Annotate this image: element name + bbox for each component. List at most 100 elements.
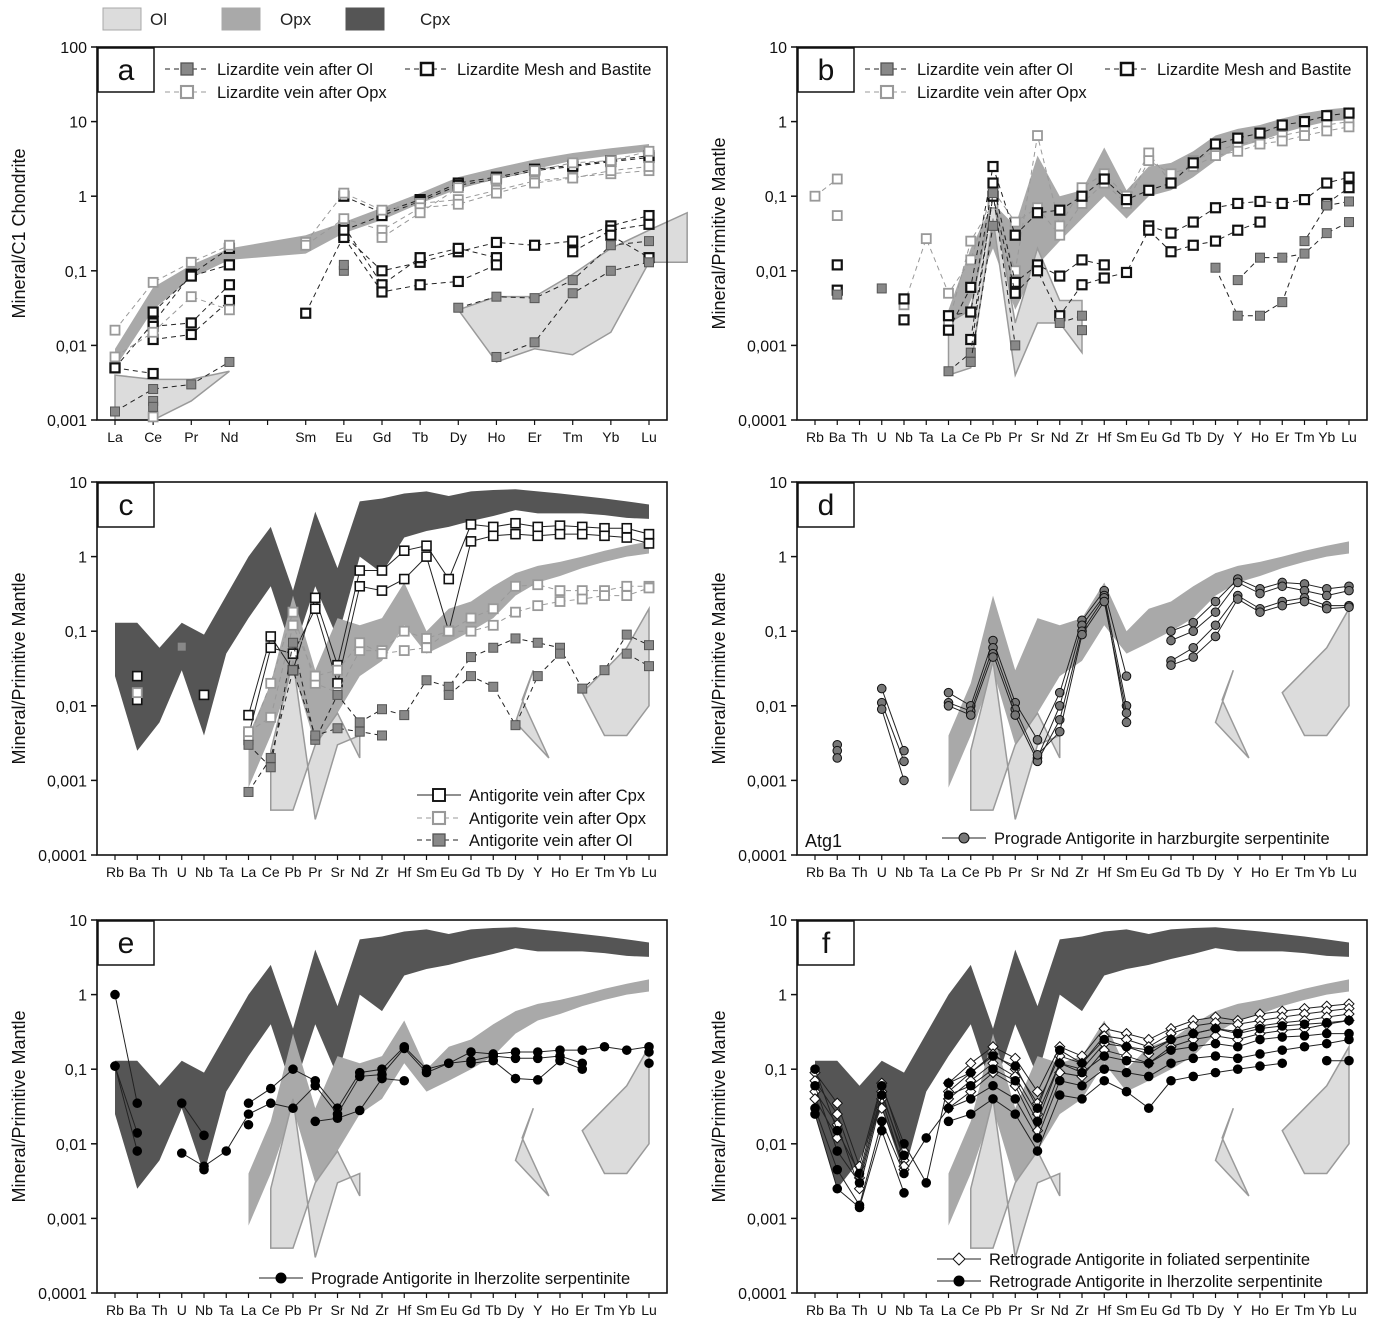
data-marker (554, 596, 566, 607)
data-marker (831, 1097, 843, 1109)
data-marker (332, 1113, 343, 1124)
data-marker (265, 711, 277, 723)
legend-label: Antigorite vein after Cpx (469, 787, 646, 805)
data-marker (1166, 626, 1176, 637)
data-marker (466, 1058, 476, 1069)
data-marker (185, 328, 197, 341)
data-marker (1254, 138, 1266, 150)
x-tick-label: Nb (895, 1302, 913, 1318)
data-marker (644, 236, 654, 247)
x-tick-label: Tm (1294, 429, 1314, 445)
x-tick-label: Tb (485, 1302, 502, 1318)
data-marker (185, 270, 197, 282)
x-tick-label: Th (851, 864, 867, 880)
x-tick-label: Pb (284, 864, 301, 880)
data-marker (1188, 1071, 1199, 1082)
band-ol (1281, 605, 1350, 737)
data-marker (643, 218, 655, 230)
data-marker (854, 1178, 865, 1188)
data-marker (1276, 197, 1288, 210)
data-marker (224, 239, 235, 251)
band-ol (457, 211, 688, 363)
data-marker (309, 670, 321, 682)
x-tick-label: Nd (220, 429, 238, 445)
data-marker (899, 1150, 909, 1161)
data-marker (576, 593, 588, 605)
series-line (114, 244, 230, 331)
x-tick-label: Eu (440, 864, 457, 880)
data-marker (1277, 1032, 1288, 1042)
series-line (114, 247, 230, 369)
x-tick-label: Er (528, 429, 542, 445)
data-marker (491, 351, 502, 362)
y-tick-label: 0,1 (765, 189, 787, 206)
panel-letter: e (118, 927, 135, 960)
data-marker (1010, 1075, 1021, 1086)
data-marker (1121, 717, 1132, 728)
legend-label: Lizardite Mesh and Bastite (1157, 61, 1351, 79)
data-marker (176, 1098, 187, 1109)
x-tick-label: Eu (440, 1302, 457, 1318)
x-tick-label: Ba (829, 429, 846, 445)
data-marker (1210, 596, 1221, 607)
legend-label: Lizardite vein after Ol (917, 61, 1073, 79)
data-marker (599, 530, 610, 542)
data-marker (243, 709, 254, 721)
data-marker (1188, 1028, 1199, 1039)
legend-label: Lizardite vein after Ol (217, 61, 373, 79)
data-marker (265, 762, 276, 773)
data-marker (465, 625, 477, 637)
data-marker (1321, 1038, 1332, 1049)
data-marker (223, 279, 236, 291)
data-marker (1299, 248, 1310, 259)
legend-label-ol: Ol (150, 10, 167, 29)
data-marker (832, 1183, 843, 1194)
band-ol (1214, 669, 1250, 759)
band-opx (948, 979, 1349, 1226)
data-marker (943, 701, 954, 711)
data-marker (1120, 194, 1133, 206)
x-tick-label: Lu (1341, 429, 1357, 445)
data-marker (421, 540, 432, 551)
data-marker (147, 326, 159, 338)
data-marker (567, 246, 579, 258)
x-tick-label: Lu (641, 1302, 657, 1318)
data-marker (1299, 236, 1310, 247)
data-marker (567, 172, 579, 184)
data-marker (147, 411, 159, 423)
legend-marker (432, 788, 446, 802)
panel-letter: f (822, 927, 831, 960)
y-tick-label: 10 (769, 475, 787, 492)
x-tick-label: Sr (331, 864, 345, 880)
x-tick-label: U (177, 1302, 187, 1318)
data-marker (488, 681, 499, 692)
data-marker (1188, 652, 1199, 662)
x-tick-label: Dy (1207, 864, 1224, 880)
data-marker (1232, 224, 1244, 236)
y-axis-label: Mineral/Primitive Mantle (709, 137, 729, 329)
data-marker (265, 752, 276, 763)
x-tick-label: Tb (1185, 1302, 1202, 1318)
data-marker (185, 291, 197, 303)
data-marker (399, 710, 410, 721)
data-marker (1165, 246, 1177, 258)
data-marker (1255, 607, 1265, 617)
band-ol (581, 1043, 650, 1175)
data-marker (1099, 1051, 1110, 1061)
data-marker (199, 1130, 209, 1141)
y-tick-label: 0,1 (765, 1062, 787, 1079)
x-tick-label: Ho (1251, 864, 1269, 880)
data-marker (1277, 600, 1288, 611)
y-tick-label: 10 (69, 115, 87, 132)
data-marker (1054, 220, 1066, 232)
data-marker (131, 687, 143, 699)
data-marker (577, 1064, 588, 1074)
data-marker (376, 585, 388, 596)
data-marker (965, 333, 977, 346)
data-marker (987, 177, 999, 189)
data-marker (532, 1053, 543, 1064)
data-marker (1077, 1094, 1087, 1104)
data-marker (338, 259, 349, 270)
data-marker (876, 683, 887, 694)
data-marker (309, 603, 321, 615)
